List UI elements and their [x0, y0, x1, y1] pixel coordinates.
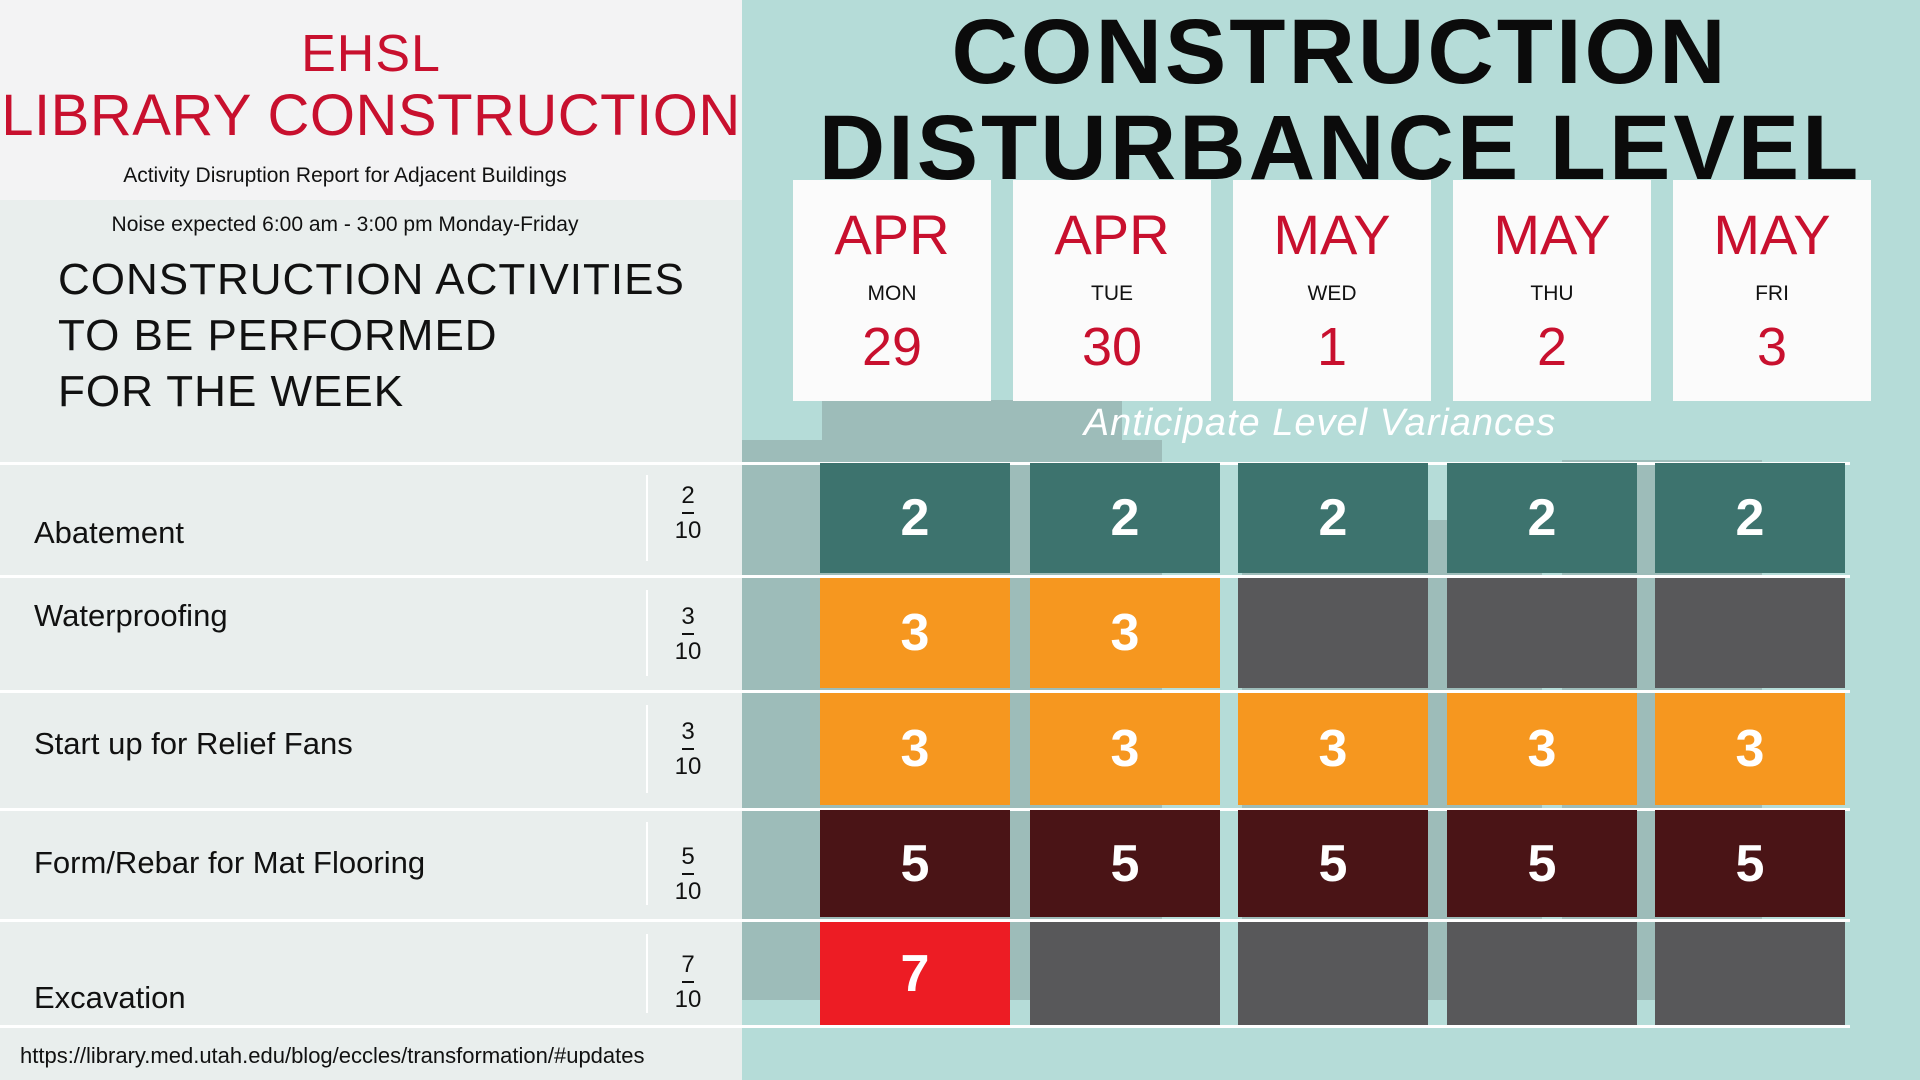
noise-note: Noise expected 6:00 am - 3:00 pm Monday-…	[111, 213, 579, 236]
date-month: MAY	[1713, 203, 1831, 266]
date-day: 2	[1536, 317, 1568, 377]
level-cell: 3	[1655, 693, 1845, 805]
level-denominator: 10	[674, 753, 702, 780]
activity-label: Start up for Relief Fans	[34, 726, 353, 761]
level-cell: 3	[820, 693, 1010, 805]
level-fraction: 3 10	[665, 604, 711, 665]
fraction-bar	[682, 512, 694, 514]
left-header-band	[0, 0, 742, 200]
level-cell: 5	[1238, 810, 1428, 917]
level-cell: 2	[1447, 463, 1637, 573]
activity-label: Abatement	[34, 515, 184, 550]
level-denominator: 10	[674, 517, 702, 544]
level-fraction: 2 10	[665, 483, 711, 544]
level-cell	[1238, 922, 1428, 1025]
date-day: 1	[1316, 317, 1348, 377]
level-divider	[646, 590, 648, 676]
level-cell: 5	[1655, 810, 1845, 917]
main-title: CONSTRUCTION DISTURBANCE LEVEL	[760, 4, 1920, 196]
level-cell: 3	[1238, 693, 1428, 805]
date-weekday: TUE	[1091, 282, 1133, 305]
level-denominator: 10	[674, 878, 702, 905]
variance-note: Anticipate Level Variances	[1083, 402, 1557, 444]
level-numerator: 3	[681, 603, 695, 630]
date-card: MAY FRI 3	[1673, 180, 1871, 401]
date-card: APR MON 29	[793, 180, 991, 401]
date-weekday: WED	[1307, 282, 1357, 305]
date-card: APR TUE 30	[1013, 180, 1211, 401]
activity-label: Excavation	[34, 980, 186, 1015]
row-divider	[0, 690, 1850, 693]
date-weekday: MON	[867, 282, 917, 305]
date-weekday: FRI	[1755, 282, 1789, 305]
level-numerator: 3	[681, 718, 695, 745]
level-cell: 3	[820, 578, 1010, 688]
row-divider	[0, 808, 1850, 811]
main-title-line: CONSTRUCTION	[951, 1, 1729, 103]
level-fraction: 7 10	[665, 952, 711, 1013]
level-cell: 5	[820, 810, 1010, 917]
level-cell: 7	[820, 922, 1010, 1025]
level-denominator: 10	[674, 638, 702, 665]
activities-heading-line: TO BE PERFORMED	[58, 311, 498, 360]
level-cell	[1655, 578, 1845, 688]
date-month: APR	[834, 203, 950, 266]
level-numerator: 2	[681, 482, 695, 509]
level-cell: 5	[1447, 810, 1637, 917]
date-weekday: THU	[1530, 282, 1574, 305]
level-cell	[1447, 578, 1637, 688]
activities-heading-line: CONSTRUCTION ACTIVITIES	[58, 255, 685, 304]
activities-heading: CONSTRUCTION ACTIVITIES TO BE PERFORMED …	[58, 252, 718, 420]
report-title-line2: LIBRARY CONSTRUCTION	[1, 83, 741, 148]
level-numerator: 5	[681, 843, 695, 870]
level-divider	[646, 934, 648, 1013]
level-cell: 2	[1238, 463, 1428, 573]
date-month: MAY	[1493, 203, 1611, 266]
activity-label: Form/Rebar for Mat Flooring	[34, 845, 426, 880]
level-cell: 2	[1655, 463, 1845, 573]
level-cell: 3	[1447, 693, 1637, 805]
level-cell	[1447, 922, 1637, 1025]
fraction-bar	[682, 873, 694, 875]
level-cell: 2	[1030, 463, 1220, 573]
fraction-bar	[682, 981, 694, 983]
level-cell: 3	[1030, 578, 1220, 688]
level-fraction: 3 10	[665, 719, 711, 780]
date-card: MAY WED 1	[1233, 180, 1431, 401]
level-cell: 2	[820, 463, 1010, 573]
level-cell	[1655, 922, 1845, 1025]
level-divider	[646, 705, 648, 793]
level-cell	[1238, 578, 1428, 688]
date-day: 3	[1756, 317, 1788, 377]
date-day: 30	[1081, 317, 1143, 377]
row-divider	[0, 919, 1850, 922]
date-month: APR	[1054, 203, 1170, 266]
activities-heading-line: FOR THE WEEK	[58, 367, 405, 416]
footer-url[interactable]: https://library.med.utah.edu/blog/eccles…	[20, 1043, 645, 1068]
row-divider	[0, 1025, 1850, 1028]
level-fraction: 5 10	[665, 844, 711, 905]
level-cell: 3	[1030, 693, 1220, 805]
date-month: MAY	[1273, 203, 1391, 266]
level-numerator: 7	[681, 951, 695, 978]
level-cell	[1030, 922, 1220, 1025]
level-divider	[646, 475, 648, 561]
date-day: 29	[861, 317, 923, 377]
fraction-bar	[682, 633, 694, 635]
activity-label: Waterproofing	[34, 598, 228, 633]
level-denominator: 10	[674, 986, 702, 1013]
date-card: MAY THU 2	[1453, 180, 1651, 401]
report-title-line1: EHSL	[301, 25, 441, 83]
level-divider	[646, 822, 648, 905]
report-subtitle: Activity Disruption Report for Adjacent …	[123, 164, 567, 187]
fraction-bar	[682, 748, 694, 750]
level-cell: 5	[1030, 810, 1220, 917]
row-divider	[0, 575, 1850, 578]
